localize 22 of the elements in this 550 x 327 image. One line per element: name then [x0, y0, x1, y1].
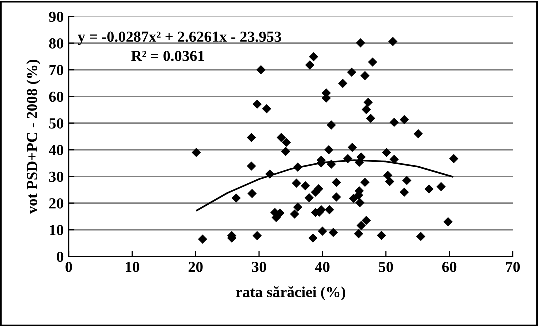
y-tick-label: 80 — [49, 38, 64, 49]
y-tick-label: 90 — [49, 12, 64, 22]
y-axis-title: vot PSD+PC - 2008 (%) — [26, 60, 41, 214]
annotation: R² = 0.0361 — [131, 51, 204, 62]
x-tick-label: 0 — [66, 262, 72, 272]
x-tick-label: 40 — [315, 262, 330, 272]
x-tick-label: 30 — [252, 262, 266, 272]
x-tick-label: 20 — [188, 262, 203, 272]
y-tick-label: 0 — [57, 252, 64, 262]
x-tick-label: 10 — [126, 262, 140, 272]
y-tick-label: 60 — [49, 92, 64, 102]
y-tick-label: 20 — [50, 198, 64, 209]
x-tick-label: 70 — [506, 262, 520, 272]
x-tick-label: 50 — [379, 262, 394, 272]
y-tick-label: 70 — [50, 65, 64, 76]
y-tick-label: 50 — [49, 118, 64, 129]
annotation: y = -0.0287x² + 2.6261x - 23.953 — [78, 32, 282, 46]
y-tick-label: 30 — [49, 172, 64, 182]
x-axis-title: rata sărăciei (%) — [236, 286, 346, 301]
x-tick-label: 60 — [442, 262, 457, 272]
y-tick-label: 10 — [50, 225, 64, 236]
y-tick-label: 40 — [49, 145, 64, 156]
